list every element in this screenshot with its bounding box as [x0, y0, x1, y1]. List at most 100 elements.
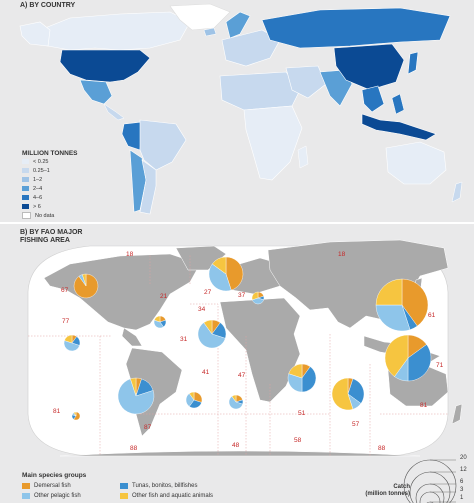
group-label: Other fish and aquatic animals: [132, 493, 214, 499]
country-usa: [59, 49, 151, 83]
land-asia: [267, 239, 449, 329]
country-japan: [407, 51, 419, 75]
panel-b-title-line1: B) BY FAO MAJOR: [20, 229, 83, 236]
group-swatch: [120, 483, 128, 489]
group-demersal: Demersal fish: [22, 483, 71, 489]
group-swatch: [120, 493, 128, 499]
legend-item: 0.25–1: [22, 167, 50, 174]
area-number: 18: [338, 251, 346, 258]
legend-label: 1–2: [33, 176, 43, 183]
legend-swatch: [22, 177, 29, 182]
legend-label: 2–4: [33, 185, 43, 192]
area-number: 88: [130, 445, 138, 452]
pie-slice: [407, 344, 432, 382]
legend-label: > 6: [33, 203, 41, 210]
area-number: 77: [62, 318, 70, 325]
pie-slice: [331, 377, 354, 411]
group-label: Tunas, bonitos, billfishes: [132, 483, 198, 489]
catch-pie: [228, 394, 244, 410]
catch-pie: [331, 377, 365, 411]
area-number: 67: [61, 287, 69, 294]
area-number: 71: [436, 362, 444, 369]
country-alaska: [19, 21, 51, 47]
area-number: 37: [238, 292, 246, 299]
legend-item: < 0.25: [22, 158, 48, 165]
pie-slice: [73, 411, 77, 417]
country-indonesia: [361, 113, 437, 141]
country-new-zealand: [451, 181, 463, 203]
area-number: 87: [144, 424, 152, 431]
country-africa-south: [243, 105, 303, 181]
pie-slice: [228, 396, 243, 410]
country-norway: [225, 11, 251, 39]
pie-slice: [401, 278, 429, 327]
panel-b-title: B) BY FAO MAJOR FISHING AREA: [20, 229, 83, 245]
area-number: 41: [202, 369, 210, 376]
pie-slice: [189, 391, 195, 401]
catch-value: 6: [460, 479, 464, 485]
pie-slice: [82, 273, 87, 287]
area-number: 48: [232, 442, 240, 449]
legend-label: 0.25–1: [33, 167, 50, 174]
area-number: 31: [180, 336, 188, 343]
country-iceland: [203, 27, 217, 37]
catch-pie: [208, 256, 244, 292]
panel-b-title-line2: FISHING AREA: [20, 237, 70, 244]
area-number: 34: [198, 306, 206, 313]
catch-legend-title: Catch (million tonnes): [346, 484, 410, 498]
panel-a-map: [0, 0, 474, 222]
legend-label: 4–6: [33, 194, 43, 201]
catch-pie: [197, 319, 227, 349]
country-russia: [261, 7, 451, 49]
pie-slice: [203, 319, 213, 335]
group-tunas: Tunas, bonitos, billfishes: [120, 483, 197, 489]
area-number: 81: [53, 408, 61, 415]
country-africa-north: [219, 71, 301, 111]
legend-swatch: [22, 212, 31, 219]
pie-slice: [301, 366, 317, 393]
area-number: 51: [298, 410, 306, 417]
catch-title-line2: (million tonnes): [365, 491, 410, 497]
group-label: Demersal fish: [34, 483, 71, 489]
catch-pie: [251, 291, 265, 305]
pie-slice: [375, 278, 403, 306]
area-number: 88: [378, 445, 386, 452]
area-number: 27: [204, 289, 212, 296]
pie-slice: [63, 340, 80, 352]
group-other: Other fish and aquatic animals: [120, 493, 213, 499]
legend-item: 2–4: [22, 185, 42, 192]
legend-item: No data: [22, 212, 54, 219]
catch-value: 12: [460, 467, 467, 473]
country-peru: [121, 121, 143, 151]
pie-slice: [211, 256, 227, 275]
legend-item: 4–6: [22, 194, 42, 201]
legend-label: No data: [35, 212, 55, 219]
catch-value: 3: [460, 487, 464, 493]
pie-slice: [130, 377, 137, 397]
pie-slice: [117, 378, 155, 415]
catch-pie: [375, 278, 429, 332]
land-africa: [219, 297, 301, 403]
area-number: 81: [420, 402, 428, 409]
groups-title: Main species groups: [22, 472, 87, 479]
pie-slice: [225, 256, 244, 291]
legend-swatch: [22, 195, 29, 200]
country-chile: [129, 149, 147, 213]
area-number: 18: [126, 251, 134, 258]
catch-pie: [153, 315, 167, 329]
pie-slice: [154, 315, 161, 323]
catch-pie: [185, 391, 203, 409]
pie-slice: [384, 334, 409, 377]
country-australia: [385, 141, 447, 185]
pie-slice: [64, 334, 73, 344]
catch-pie: [73, 273, 99, 299]
area-number: 61: [428, 312, 436, 319]
pie-slice: [197, 322, 226, 349]
pie-slice: [208, 263, 232, 292]
group-swatch: [22, 493, 30, 499]
area-number: 58: [294, 437, 302, 444]
group-swatch: [22, 483, 30, 489]
legend-title: MILLION TONNES: [22, 150, 78, 157]
